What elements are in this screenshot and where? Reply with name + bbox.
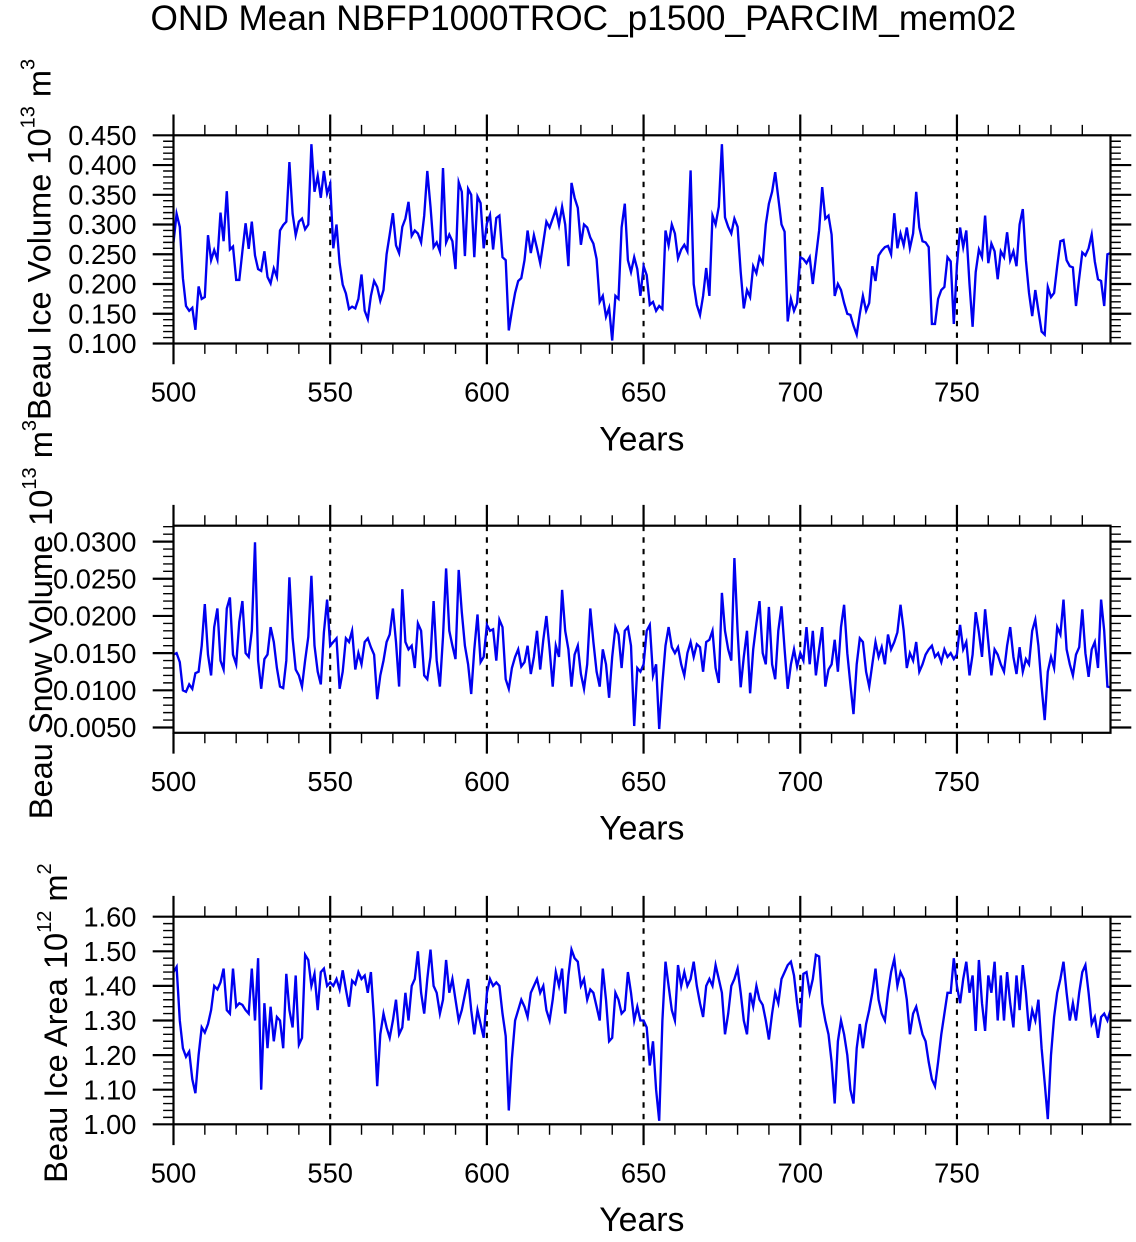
- svg-text:Years: Years: [599, 810, 684, 848]
- svg-text:Beau Snow Volume 1013 m3: Beau Snow Volume 1013 m3: [19, 420, 59, 819]
- svg-text:550: 550: [307, 377, 353, 408]
- svg-text:500: 500: [151, 1157, 197, 1188]
- svg-text:550: 550: [307, 766, 353, 797]
- svg-text:700: 700: [778, 1157, 824, 1188]
- svg-text:0.100: 0.100: [68, 328, 136, 359]
- svg-text:750: 750: [934, 377, 980, 408]
- svg-text:0.0300: 0.0300: [53, 526, 137, 557]
- svg-text:1.40: 1.40: [83, 971, 136, 1002]
- svg-text:650: 650: [621, 766, 667, 797]
- svg-text:1.30: 1.30: [83, 1005, 136, 1036]
- svg-text:650: 650: [621, 1157, 667, 1188]
- svg-text:0.250: 0.250: [68, 239, 136, 270]
- svg-text:0.300: 0.300: [68, 209, 136, 240]
- svg-text:0.200: 0.200: [68, 269, 136, 300]
- svg-text:OND Mean NBFP1000TROC_p1500_PA: OND Mean NBFP1000TROC_p1500_PARCIM_mem02: [151, 0, 1017, 38]
- svg-text:1.00: 1.00: [83, 1109, 136, 1140]
- svg-text:550: 550: [307, 1157, 353, 1188]
- svg-text:Years: Years: [599, 1201, 684, 1237]
- svg-text:650: 650: [621, 377, 667, 408]
- svg-text:0.0200: 0.0200: [53, 601, 137, 632]
- svg-text:1.50: 1.50: [83, 936, 136, 967]
- svg-text:1.10: 1.10: [83, 1074, 136, 1105]
- svg-text:0.450: 0.450: [68, 120, 136, 151]
- svg-text:500: 500: [151, 766, 197, 797]
- svg-text:0.350: 0.350: [68, 180, 136, 211]
- svg-text:500: 500: [151, 377, 197, 408]
- svg-text:600: 600: [464, 1157, 510, 1188]
- svg-text:700: 700: [778, 377, 824, 408]
- svg-text:Years: Years: [599, 420, 684, 458]
- svg-text:1.60: 1.60: [83, 901, 136, 932]
- svg-text:Beau Ice Area 1012 m2: Beau Ice Area 1012 m2: [34, 863, 74, 1183]
- svg-text:0.0100: 0.0100: [53, 675, 137, 706]
- svg-text:1.20: 1.20: [83, 1040, 136, 1071]
- svg-text:750: 750: [934, 766, 980, 797]
- svg-text:0.0050: 0.0050: [53, 712, 137, 743]
- svg-text:0.0250: 0.0250: [53, 564, 137, 595]
- svg-text:750: 750: [934, 1157, 980, 1188]
- svg-text:700: 700: [778, 766, 824, 797]
- svg-text:600: 600: [464, 377, 510, 408]
- svg-text:0.400: 0.400: [68, 150, 136, 181]
- svg-text:600: 600: [464, 766, 510, 797]
- svg-text:0.150: 0.150: [68, 299, 136, 330]
- svg-text:0.0150: 0.0150: [53, 638, 137, 669]
